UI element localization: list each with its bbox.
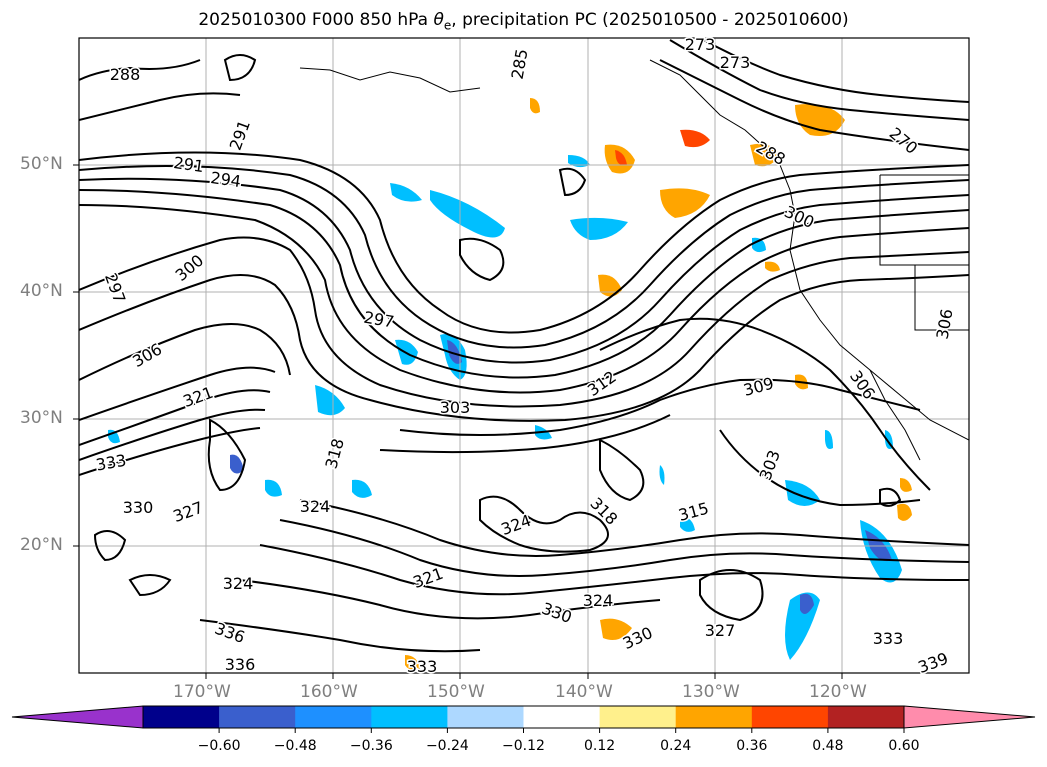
contour-label: 297 — [101, 271, 129, 306]
colorbar-tick-label: 0.12 — [584, 738, 616, 754]
lon-label: 120°W — [809, 682, 867, 702]
lat-label: 40°N — [20, 281, 63, 301]
contour-label: 327 — [171, 498, 206, 526]
contour-label: 294 — [209, 168, 242, 191]
contour-label: 303 — [756, 448, 784, 483]
contour-label: 336 — [225, 655, 256, 674]
contour-label: 291 — [172, 153, 205, 176]
contour-label: 306 — [846, 367, 879, 403]
colorbar-underflow-arrow — [11, 705, 144, 729]
axis-ticks — [73, 164, 843, 679]
contour-label: 309 — [741, 374, 775, 400]
contour-label: 315 — [676, 499, 710, 525]
colorbar-bin — [371, 706, 448, 728]
contour-label: 336 — [212, 619, 247, 647]
contour-label: 306 — [933, 307, 957, 340]
contour-label: 273 — [720, 53, 751, 72]
colorbar-bin — [295, 706, 372, 728]
contour-label: 270 — [886, 124, 922, 158]
colorbar-tick-label: −0.36 — [349, 738, 393, 754]
lat-label: 20°N — [20, 535, 63, 555]
contour-label: 324 — [300, 497, 331, 516]
map-title: 2025010300 F000 850 hPa θe, precipitatio… — [198, 10, 849, 33]
theta-e-contours — [79, 38, 969, 653]
lat-label: 30°N — [20, 408, 63, 428]
plot-area — [79, 38, 969, 673]
contour-label: 321 — [181, 383, 216, 411]
colorbar-tick-label: −0.12 — [502, 738, 545, 754]
contour-label: 285 — [508, 47, 532, 80]
contour-label: 291 — [226, 118, 254, 153]
contour-label: 330 — [539, 599, 574, 627]
colorbar-bin — [599, 706, 677, 728]
colorbar-tick-label: −0.24 — [425, 738, 469, 754]
colorbar-bin — [827, 706, 905, 728]
coastlines — [299, 59, 969, 461]
colorbar-bin — [675, 706, 753, 728]
colorbar-tick-label: 0.48 — [812, 738, 844, 754]
colorbar-tick-label: 0.60 — [888, 738, 920, 754]
contour-label: 324 — [583, 591, 614, 610]
contour-label: 318 — [586, 494, 621, 529]
colorbar-tick-label: 0.36 — [736, 738, 768, 754]
contour-label: 273 — [685, 35, 716, 54]
contour-label: 321 — [411, 564, 446, 592]
colorbar — [11, 705, 1036, 733]
contour-label: 333 — [407, 657, 438, 676]
colorbar-bin — [447, 706, 524, 728]
colorbar-bin — [523, 706, 601, 728]
contour-label: 330 — [123, 498, 154, 517]
contour-label: 318 — [322, 436, 348, 470]
lon-label: 160°W — [300, 682, 358, 702]
contour-label: 327 — [705, 621, 736, 640]
colorbar-tick-label: 0.24 — [660, 738, 692, 754]
lon-label: 140°W — [555, 682, 613, 702]
contour-label: 300 — [172, 251, 208, 285]
colorbar-bin — [143, 706, 220, 728]
lon-label: 130°W — [682, 682, 740, 702]
plot-frame — [78, 37, 970, 674]
colorbar-tick-label: −0.48 — [273, 738, 317, 754]
lon-label: 150°W — [427, 682, 485, 702]
lat-label: 50°N — [20, 154, 63, 174]
lon-label: 170°W — [173, 682, 231, 702]
contour-label: 288 — [110, 65, 141, 84]
contour-label: 303 — [440, 398, 471, 417]
colorbar-overflow-arrow — [903, 705, 1036, 729]
contour-label: 333 — [94, 451, 127, 475]
colorbar-bin — [751, 706, 829, 728]
contour-label: 333 — [873, 629, 904, 648]
colorbar-bin — [219, 706, 296, 728]
colorbar-tick-label: −0.60 — [197, 738, 241, 754]
contour-label: 297 — [362, 308, 395, 332]
contour-label: 324 — [499, 511, 534, 539]
contour-label: 324 — [223, 574, 254, 593]
